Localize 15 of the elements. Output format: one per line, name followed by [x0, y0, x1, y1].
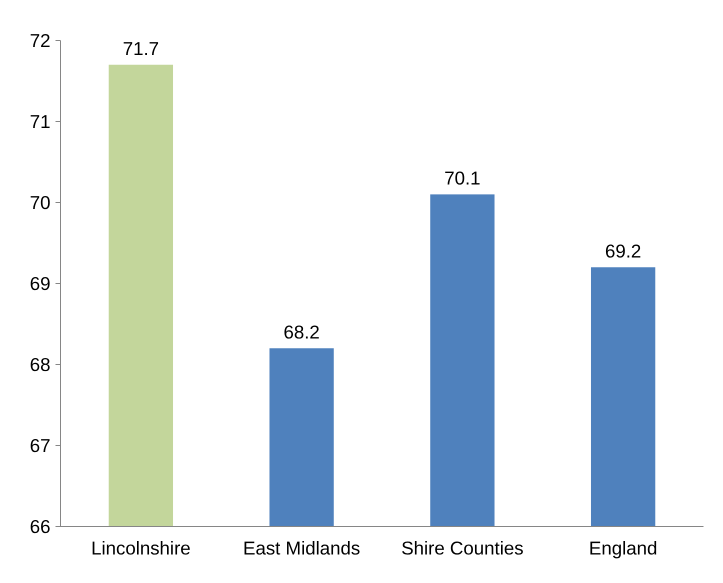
x-tick-label: England	[588, 538, 658, 558]
y-tick-label: 70	[30, 192, 51, 213]
y-tick-label: 69	[30, 273, 51, 294]
x-tick-label: Lincolnshire	[91, 538, 191, 558]
y-tick-label: 72	[30, 30, 51, 51]
y-tick-label: 71	[30, 111, 51, 132]
x-tick-label: Shire Counties	[401, 538, 524, 558]
y-tick-label: 68	[30, 354, 51, 375]
y-tick-label: 66	[30, 516, 51, 537]
data-label: 69.2	[604, 240, 642, 262]
x-tick-label: East Midlands	[243, 538, 360, 558]
data-label: 71.7	[122, 38, 160, 59]
data-label: 68.2	[283, 321, 320, 342]
data-label: 70.1	[444, 167, 481, 188]
y-tick-label: 67	[30, 435, 51, 456]
